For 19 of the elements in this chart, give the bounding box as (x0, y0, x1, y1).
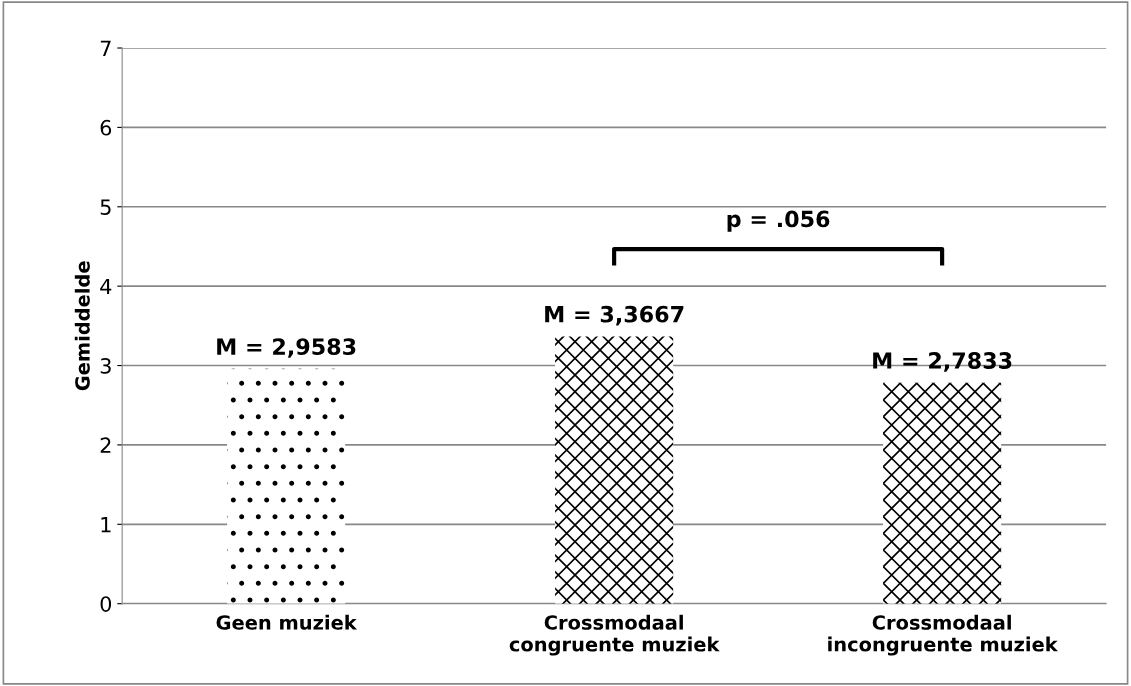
bar (555, 336, 674, 604)
data-label: M = 3,3667 (545, 305, 684, 326)
y-tick-label: 1 (101, 517, 111, 533)
annotation: p = .056 (727, 210, 830, 232)
data-label: M = 2,7833 (873, 352, 1012, 372)
y-tick-label: 4 (100, 278, 112, 295)
data-label: M = 2,9583 (217, 338, 356, 358)
x-tick-label: Crossmodaal congruente muziek (509, 614, 720, 656)
y-tick-label: 5 (100, 199, 111, 215)
y-axis-title: Gemiddelde (74, 261, 90, 391)
y-tick-label: 3 (100, 357, 111, 374)
y-tick-label: 7 (100, 40, 111, 56)
bar (227, 368, 346, 604)
bar (883, 382, 1002, 604)
y-tick-label: 0 (100, 596, 112, 612)
x-tick-label: Crossmodaal incongruente muziek (828, 614, 1059, 656)
y-tick-label: 6 (100, 119, 112, 136)
y-tick-label: 2 (100, 437, 111, 453)
x-tick-label: Geen muziek (216, 614, 358, 630)
